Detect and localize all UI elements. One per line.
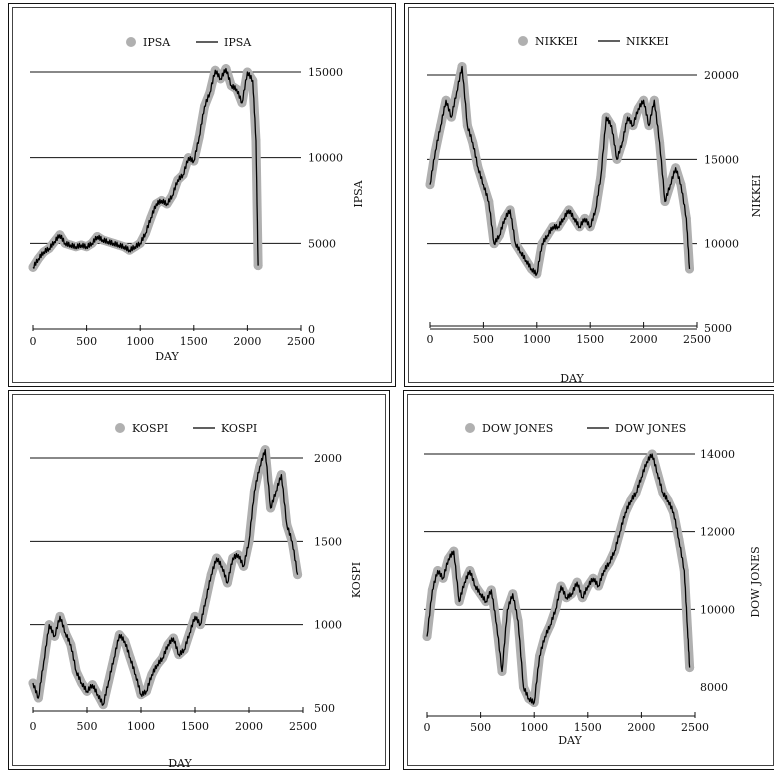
x-tick-label: 2000 <box>627 721 655 734</box>
legend-marker-symbol <box>465 423 475 433</box>
y-tick-label: 1000 <box>314 619 342 632</box>
legend-marker-symbol <box>518 36 528 46</box>
x-tick-label: 2000 <box>233 335 261 348</box>
legend-label: KOSPI <box>221 422 257 435</box>
y-tick-label: 8000 <box>700 681 728 694</box>
x-tick-label: 1000 <box>520 721 548 734</box>
y-axis-label: DOW JONES <box>749 546 762 617</box>
y-tick-label: 14000 <box>700 448 735 461</box>
legend-label: KOSPI <box>132 422 168 435</box>
x-tick-label: 1000 <box>127 720 155 733</box>
x-tick-label: 500 <box>77 720 98 733</box>
chart-frame-kospi <box>8 390 390 770</box>
chart-frame-inner-ipsa <box>12 7 392 383</box>
x-axis-label: DAY <box>560 372 584 385</box>
x-tick-label: 2000 <box>235 720 263 733</box>
x-tick-label: 2500 <box>683 333 711 346</box>
legend-label: DOW JONES <box>482 422 553 435</box>
chart-frame-inner-kospi <box>12 394 386 766</box>
y-tick-label: 5000 <box>308 237 336 250</box>
x-tick-label: 2000 <box>630 333 658 346</box>
x-tick-label: 1500 <box>576 333 604 346</box>
x-tick-label: 1500 <box>181 720 209 733</box>
y-tick-label: 0 <box>308 323 315 336</box>
x-tick-label: 0 <box>424 721 431 734</box>
x-tick-label: 500 <box>76 335 97 348</box>
x-axis-label: DAY <box>558 734 582 747</box>
y-tick-label: 500 <box>314 702 335 715</box>
x-tick-label: 2500 <box>287 335 315 348</box>
legend-label: NIKKEI <box>626 35 669 48</box>
y-tick-label: 12000 <box>700 526 735 539</box>
x-axis-label: DAY <box>168 757 192 770</box>
legend-label: DOW JONES <box>615 422 686 435</box>
legend-marker-symbol <box>126 37 136 47</box>
series-line <box>32 449 299 706</box>
series-line <box>32 67 259 269</box>
x-tick-label: 1000 <box>523 333 551 346</box>
x-tick-label: 0 <box>30 335 37 348</box>
y-tick-label: 10000 <box>700 603 735 616</box>
y-tick-label: 20000 <box>704 69 739 82</box>
chart-frame-nikkei <box>404 3 774 387</box>
series-line <box>429 65 691 277</box>
y-tick-label: 5000 <box>704 322 732 335</box>
legend-label: NIKKEI <box>535 35 578 48</box>
chart-frame-dow-jones <box>403 390 774 770</box>
y-tick-label: 10000 <box>308 152 343 165</box>
y-tick-label: 1500 <box>314 535 342 548</box>
x-tick-label: 1500 <box>180 335 208 348</box>
y-tick-label: 10000 <box>704 238 739 251</box>
y-axis-label: IPSA <box>352 179 365 207</box>
x-tick-label: 500 <box>473 333 494 346</box>
y-tick-label: 15000 <box>704 153 739 166</box>
series-line <box>426 453 691 705</box>
y-axis-label: KOSPI <box>350 562 363 598</box>
x-tick-label: 2500 <box>289 720 317 733</box>
legend-label: IPSA <box>143 36 171 49</box>
chart-frame-ipsa <box>8 3 396 387</box>
x-tick-label: 0 <box>30 720 37 733</box>
legend-label: IPSA <box>224 36 252 49</box>
x-tick-label: 1000 <box>126 335 154 348</box>
legend-marker-symbol <box>115 423 125 433</box>
x-axis-label: DAY <box>155 350 179 363</box>
y-tick-label: 2000 <box>314 452 342 465</box>
y-axis-label: NIKKEI <box>750 175 763 218</box>
x-tick-label: 1500 <box>574 721 602 734</box>
x-tick-label: 2500 <box>681 721 709 734</box>
x-tick-label: 500 <box>470 721 491 734</box>
y-tick-label: 15000 <box>308 66 343 79</box>
x-tick-label: 0 <box>427 333 434 346</box>
